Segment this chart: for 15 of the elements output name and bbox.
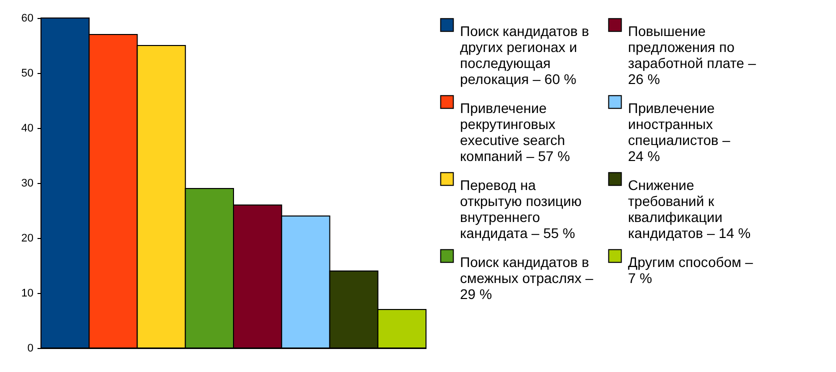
legend-label: Перевод на открытую позицию внутреннего кандидата – 55 % [460,177,582,241]
y-tick-label: 20 [21,232,34,244]
y-tick-label: 40 [21,122,34,134]
legend-label: Снижение требований к квалификации кандидатов – 14 % [628,177,751,241]
legend-label: Привлечение рекрутинговых executive search компаний – 57 % [460,100,570,164]
legend-label: Поиск кандидатов в других регионах и последующая релокация – 60 % [460,23,590,87]
legend-label: Поиск кандидатов в смежных отраслях – 29 % [460,254,594,302]
y-tick-label: 0 [27,342,34,354]
y-tick-label: 30 [21,178,34,190]
legend-label: Повышение предложения по заработной плате – 26 % [628,23,756,87]
y-tick-label: 10 [21,288,34,300]
y-tick-label: 60 [21,12,34,24]
legend-label: Привлечение иностранных специалистов – 24 % [628,100,730,164]
y-tick-label: 50 [21,68,34,80]
legend-label: Другим способом – 7 % [628,254,754,286]
